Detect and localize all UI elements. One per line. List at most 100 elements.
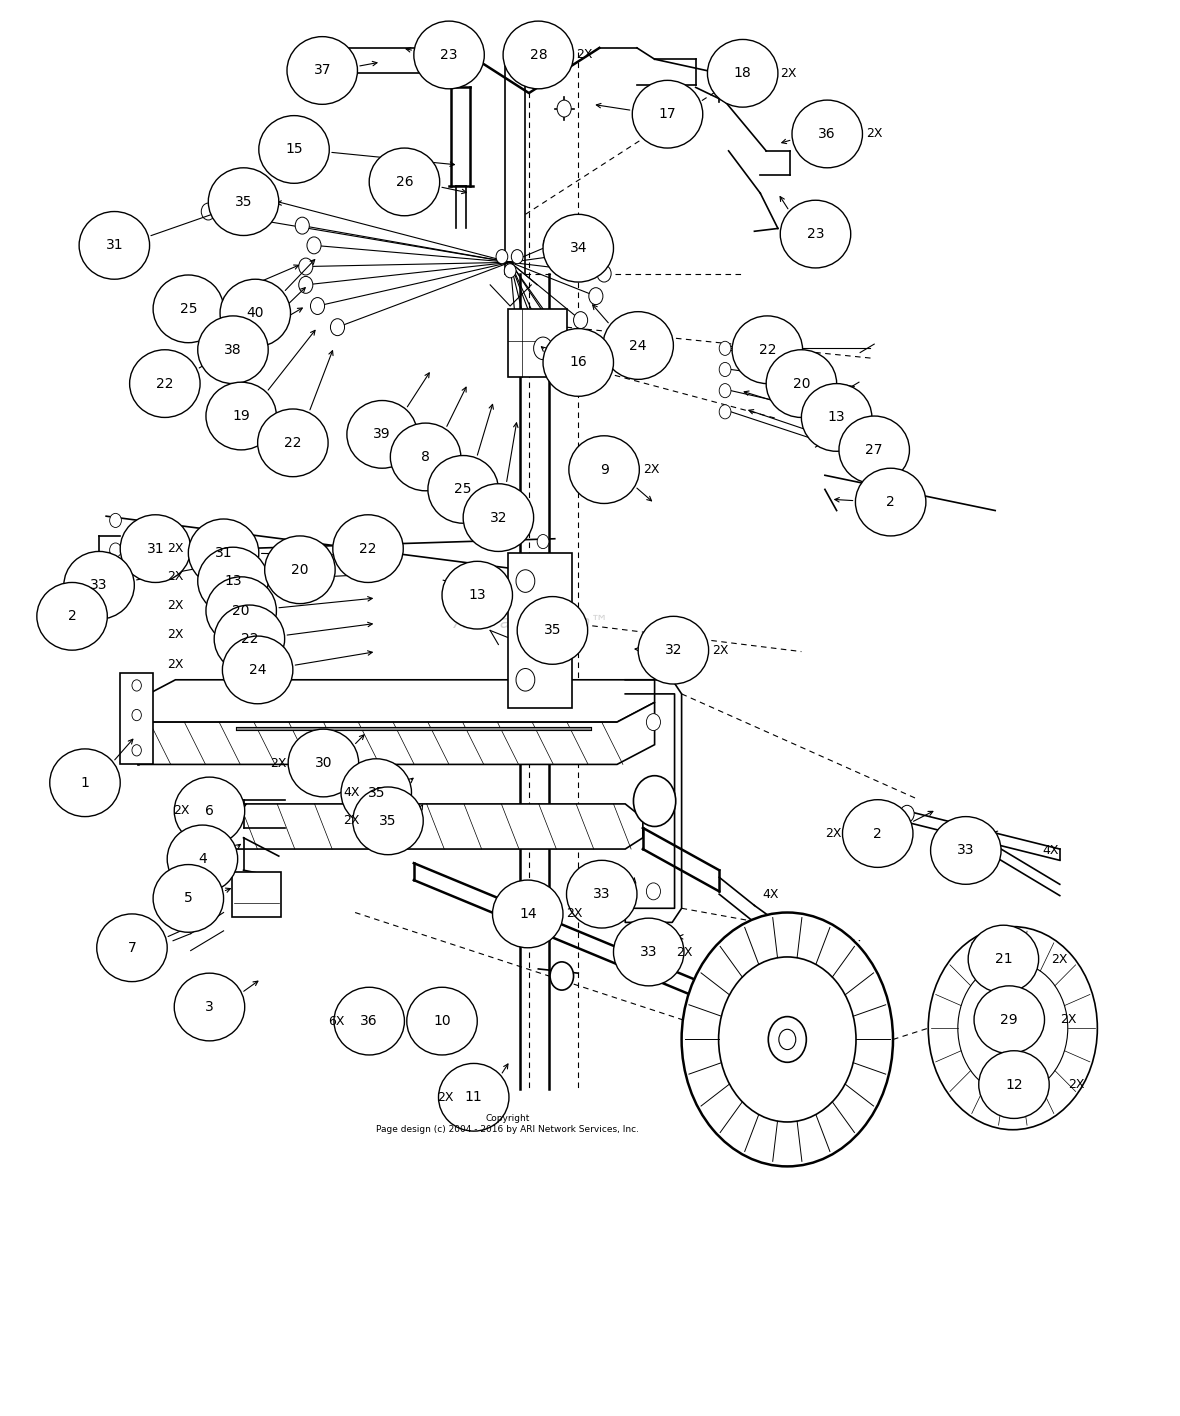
Text: 34: 34 [570,241,586,255]
Ellipse shape [391,423,461,491]
Bar [231,872,281,916]
Ellipse shape [464,484,533,551]
Ellipse shape [64,551,135,619]
Ellipse shape [503,21,573,89]
Circle shape [589,287,603,304]
Ellipse shape [407,987,477,1055]
Bar [120,673,153,765]
Circle shape [900,806,914,823]
Circle shape [597,265,611,282]
Ellipse shape [206,576,276,644]
Text: 32: 32 [490,511,507,524]
Text: 12: 12 [1005,1078,1023,1092]
Circle shape [132,745,142,756]
Circle shape [929,926,1097,1130]
Text: 3: 3 [205,1000,214,1014]
Text: 2X: 2X [168,542,184,555]
Text: 2X: 2X [168,599,184,612]
Circle shape [647,714,661,731]
Ellipse shape [37,582,107,650]
Text: 5: 5 [184,892,192,905]
Text: 2: 2 [67,609,77,623]
Text: 18: 18 [734,67,752,81]
Text: 4X: 4X [762,888,779,901]
Text: 40: 40 [247,306,264,320]
Text: 2X: 2X [168,629,184,641]
Circle shape [553,330,568,347]
Text: 33: 33 [91,578,107,592]
Text: 22: 22 [359,541,376,555]
Circle shape [550,961,573,990]
Ellipse shape [353,787,424,855]
Text: 2X: 2X [576,48,592,61]
Text: 27: 27 [865,443,883,457]
Circle shape [511,249,523,263]
Text: 7: 7 [127,940,137,954]
Ellipse shape [341,759,412,827]
Bar [507,309,566,377]
Text: 35: 35 [379,814,396,828]
Ellipse shape [569,436,640,504]
Ellipse shape [414,21,484,89]
Text: 11: 11 [465,1090,483,1104]
Text: 6: 6 [205,804,214,818]
Text: 20: 20 [793,377,811,391]
Ellipse shape [153,275,223,343]
Text: 35: 35 [235,194,253,208]
Ellipse shape [543,329,614,396]
Circle shape [1004,1066,1030,1097]
Circle shape [516,569,535,592]
Circle shape [557,101,571,118]
Text: 13: 13 [468,588,486,602]
Text: 16: 16 [570,355,588,370]
Text: 36: 36 [819,127,837,142]
Text: 9: 9 [599,463,609,477]
Ellipse shape [288,729,359,797]
Text: 37: 37 [314,64,330,78]
Ellipse shape [168,826,237,892]
Circle shape [719,384,730,398]
Polygon shape [138,702,655,765]
Circle shape [110,514,122,528]
Text: 30: 30 [315,756,332,770]
Circle shape [719,362,730,377]
Text: 14: 14 [519,906,537,920]
Ellipse shape [257,409,328,477]
Circle shape [647,884,661,899]
Circle shape [779,1029,795,1049]
Text: 2X: 2X [825,827,841,840]
Ellipse shape [632,81,703,149]
Circle shape [537,565,549,579]
Ellipse shape [801,384,872,452]
Ellipse shape [120,515,191,582]
Ellipse shape [780,200,851,268]
Ellipse shape [287,37,358,105]
Circle shape [295,217,309,234]
Circle shape [768,1017,806,1062]
Text: 23: 23 [807,227,825,241]
Text: 2X: 2X [866,127,883,140]
Circle shape [573,312,588,329]
Text: 33: 33 [640,944,657,959]
Ellipse shape [638,616,709,684]
Text: 24: 24 [629,338,647,353]
Circle shape [719,957,856,1121]
Text: 13: 13 [224,573,242,588]
Text: 31: 31 [146,541,164,555]
Ellipse shape [198,316,268,384]
Circle shape [634,776,676,827]
Text: 39: 39 [373,428,391,442]
Ellipse shape [856,469,926,535]
Text: 25: 25 [179,302,197,316]
Text: 2X: 2X [780,67,796,79]
Ellipse shape [175,973,244,1041]
Text: 2X: 2X [566,908,583,920]
Text: 25: 25 [454,483,472,497]
Circle shape [310,297,325,314]
Ellipse shape [614,918,684,986]
Text: 22: 22 [241,632,258,646]
Text: 20: 20 [291,562,309,576]
Text: 2X: 2X [1051,953,1068,966]
Ellipse shape [732,316,802,384]
Text: 2X: 2X [1068,1078,1084,1092]
